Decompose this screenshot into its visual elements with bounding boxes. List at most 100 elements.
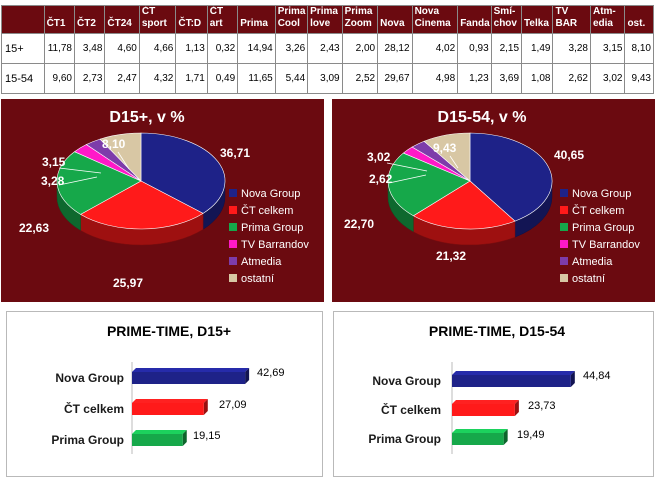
leader-line: [58, 167, 102, 174]
table-cell: 2,15: [490, 33, 523, 64]
bar-side: [514, 400, 519, 416]
table-header-row: ČT1 ČT2 ČT24 ČT sport ČT:D ČT art Prima Prima Cool…: [1, 5, 654, 34]
table-cell: 1,13: [175, 33, 208, 64]
pie-panel-d15-54: D15-54, v % 40,65 21,32 22,70 2,62 3,02 9,43 No…: [332, 99, 655, 302]
bar-top: [132, 368, 250, 372]
slice-value-label: 22,70: [344, 217, 374, 231]
table-cell: 4,32: [138, 63, 177, 94]
bar-value-label: 42,69: [257, 367, 285, 379]
legend-swatch: [229, 274, 237, 282]
table-cell: 4,60: [104, 33, 140, 64]
table-cell: 5,44: [274, 63, 309, 94]
table-cell: 2,73: [73, 63, 106, 94]
slice-value-label: 3,28: [41, 174, 65, 188]
bar-top: [132, 399, 208, 403]
chart-title: PRIME-TIME, D15+: [107, 323, 231, 339]
table-cell: 29,67: [377, 63, 413, 94]
column-header: Prima love: [307, 5, 343, 34]
bar-front: [132, 372, 246, 384]
table-cell: 14,94: [237, 33, 276, 64]
bar-side: [570, 371, 575, 387]
table-cell: 3,09: [307, 63, 343, 94]
legend-swatch: [560, 240, 568, 248]
leader-line: [388, 174, 427, 184]
bar-value-label: 23,73: [528, 400, 556, 412]
bar-side: [203, 399, 208, 415]
bar-panel-prime-d15plus: PRIME-TIME, D15+ Nova Group 42,69 ČT celkem…: [6, 311, 323, 477]
slice-value-label: 22,63: [19, 221, 49, 235]
slice-value-label: 40,65: [554, 148, 584, 162]
pie-slice: [56, 151, 142, 215]
pie-chart-d15plus: D15+, v % 36,71 25,97 22,63 3,28 3,15 8,10 Nova…: [19, 109, 309, 290]
legend-swatch: [229, 206, 237, 214]
table-cell: 1,49: [521, 33, 554, 64]
column-header: ČT art: [206, 5, 239, 34]
category-label: Prima Group: [368, 432, 441, 446]
category-label: ČT celkem: [64, 401, 124, 416]
table-cell: 2,43: [307, 33, 343, 64]
leader-line: [386, 162, 428, 172]
bar-side: [245, 368, 250, 384]
legend-label: ČT celkem: [241, 204, 293, 217]
legend-label: Atmedia: [241, 256, 282, 268]
legend-label: Prima Group: [241, 222, 303, 234]
column-header: TV BAR: [552, 5, 591, 34]
category-label: Nova Group: [55, 371, 124, 385]
bar-front: [132, 403, 204, 415]
leader-line: [449, 155, 459, 169]
bar-front: [452, 433, 504, 445]
column-header: ČT:D: [175, 5, 208, 34]
legend-label: TV Barrandov: [572, 239, 640, 251]
table-cell: 4,98: [411, 63, 459, 94]
chart-title: D15+, v %: [109, 109, 184, 126]
slice-value-label: 8,10: [102, 137, 126, 151]
legend-label: Nova Group: [572, 188, 631, 200]
bar: [452, 429, 508, 445]
bar: [452, 400, 519, 416]
table-cell: 3,02: [589, 63, 626, 94]
column-header: Smí-chov: [490, 5, 523, 34]
bar-panel-prime-d15-54: PRIME-TIME, D15-54 Nova Group 44,84 ČT celk…: [333, 311, 654, 477]
table-cell: 1,23: [457, 63, 492, 94]
legend-label: TV Barrandov: [241, 239, 309, 251]
bar-chart-prime-d15plus: PRIME-TIME, D15+ Nova Group 42,69 ČT celkem…: [51, 323, 285, 454]
legend-swatch: [560, 223, 568, 231]
table-cell: 11,78: [43, 33, 75, 64]
column-header: Nova: [377, 5, 413, 34]
pie-slice: [79, 180, 204, 230]
legend-swatch: [560, 189, 568, 197]
column-header: Prima Zoom: [341, 5, 379, 34]
category-label: Nova Group: [372, 374, 441, 388]
column-header: ČT2: [73, 5, 106, 34]
legend-label: Prima Group: [572, 222, 634, 234]
chart-title: PRIME-TIME, D15-54: [429, 323, 565, 339]
column-header: Prima Cool: [274, 5, 309, 34]
table-cell: 3,48: [73, 33, 106, 64]
bar: [132, 368, 250, 384]
legend-swatch: [560, 206, 568, 214]
slice-value-label: 3,02: [367, 150, 391, 164]
table-cell: 28,12: [377, 33, 413, 64]
table-cell: 3,26: [274, 33, 309, 64]
table-body: 15+ 11,78 3,48 4,60 4,66 1,13 0,32 14,94 3,26 2,4…: [1, 33, 654, 94]
bar: [132, 399, 208, 415]
column-header: ost.: [624, 5, 654, 34]
chart-title: D15-54, v %: [438, 109, 527, 126]
table-cell: 4,66: [138, 33, 177, 64]
column-header: ČT sport: [138, 5, 177, 34]
bar-top: [132, 430, 187, 434]
legend-swatch: [229, 240, 237, 248]
category-label: ČT celkem: [381, 402, 441, 417]
bar-side: [182, 430, 187, 446]
table-cell: 0,49: [206, 63, 239, 94]
table-cell: 2,62: [552, 63, 591, 94]
slice-value-label: 3,15: [42, 155, 66, 169]
category-label: Prima Group: [51, 433, 124, 447]
slice-value-label: 25,97: [113, 276, 143, 290]
legend-label: ostatní: [241, 273, 274, 285]
column-header: Prima: [237, 5, 276, 34]
bar-front: [452, 404, 515, 416]
row-label: 15+: [1, 33, 45, 64]
bar-front: [452, 375, 571, 387]
pie-slice: [412, 180, 516, 230]
